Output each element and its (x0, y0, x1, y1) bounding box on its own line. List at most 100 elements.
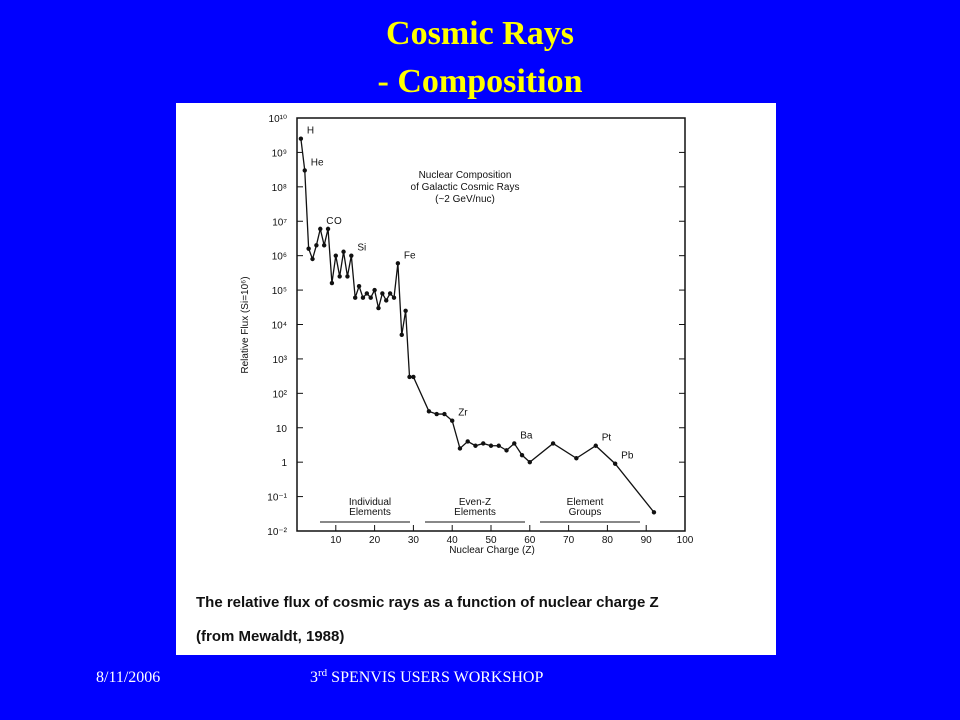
data-point (372, 287, 377, 293)
y-tick-label: 10⁻² (267, 527, 287, 538)
caption: (from Mewaldt, 1988) (196, 628, 344, 645)
region-label: Groups (569, 507, 602, 518)
data-point (473, 443, 478, 448)
data-point (450, 418, 455, 423)
y-tick-label: 10⁻¹ (267, 493, 287, 504)
y-tick-label: 10¹⁰ (269, 114, 287, 125)
x-tick-label: 60 (524, 535, 536, 546)
chart-title: Nuclear Composition (419, 170, 512, 181)
footer-event: 3rd SPENVIS USERS WORKSHOP (310, 667, 543, 686)
data-point (574, 456, 579, 461)
element-label: C (326, 216, 333, 227)
footer-part: SPENVIS USERS WORKSHOP (327, 669, 543, 686)
data-point (360, 295, 366, 300)
x-tick-label: 10 (330, 535, 342, 546)
region-label: Element (567, 497, 604, 508)
y-tick-label: 10⁷ (272, 217, 287, 228)
data-point (384, 298, 389, 303)
data-point (442, 411, 447, 417)
data-point (465, 439, 470, 444)
figure-panel (176, 103, 776, 655)
y-tick-label: 10 (276, 424, 288, 435)
x-tick-label: 20 (369, 535, 381, 546)
chart: Nuclear Composition of Galactic Cosmic R… (240, 114, 694, 556)
x-tick-label: 50 (485, 535, 497, 546)
x-tick-label: 90 (641, 535, 653, 546)
chart-title: (~2 GeV/nuc) (435, 194, 495, 205)
data-point (527, 459, 532, 465)
data-point (321, 243, 327, 248)
element-label: He (311, 157, 324, 168)
data-point (399, 332, 404, 338)
data-point (387, 291, 393, 296)
element-label: H (307, 126, 314, 137)
data-point (481, 441, 486, 446)
data-point (391, 295, 397, 300)
data-point (314, 243, 319, 248)
element-label: Zr (458, 408, 468, 419)
data-point (325, 226, 331, 232)
data-point (550, 441, 556, 446)
footer-part: 3 (310, 669, 318, 686)
data-point (364, 291, 370, 296)
data-point (593, 443, 598, 448)
x-tick-label: 80 (602, 535, 614, 546)
data-point (395, 261, 401, 266)
y-tick-label: 1 (281, 458, 287, 469)
y-tick-label: 10² (273, 389, 288, 400)
region-label: Even-Z (459, 497, 491, 508)
data-point (376, 305, 381, 311)
x-axis-label: Nuclear Charge (Z) (449, 545, 535, 556)
data-point (368, 295, 373, 300)
x-tick-label: 30 (408, 535, 420, 546)
data-point (512, 441, 517, 446)
data-point (407, 374, 412, 380)
data-point (337, 274, 342, 279)
data-point (434, 411, 439, 417)
data-point (318, 226, 323, 232)
slide-title: - Composition (378, 63, 583, 100)
region-label: Individual (349, 497, 391, 508)
data-point (504, 448, 509, 453)
data-point (353, 295, 358, 300)
data-point (612, 461, 618, 466)
element-label: Pt (602, 433, 612, 444)
data-point (651, 510, 657, 515)
data-point (457, 446, 463, 451)
data-point (488, 443, 494, 448)
data-point (349, 253, 354, 258)
y-tick-label: 10⁴ (272, 321, 287, 332)
data-point (302, 168, 307, 173)
x-tick-label: 40 (447, 535, 459, 546)
caption: The relative flux of cosmic rays as a fu… (196, 594, 659, 611)
region-label: Elements (454, 507, 496, 518)
element-label: Fe (404, 250, 416, 261)
element-label: Pb (621, 451, 634, 462)
data-point (306, 246, 311, 251)
x-tick-label: 100 (677, 535, 694, 546)
data-point (356, 283, 362, 289)
y-tick-label: 10⁸ (272, 183, 287, 194)
element-label: Si (357, 243, 366, 254)
footer-part: rd (318, 667, 328, 679)
y-tick-label: 10⁹ (272, 148, 287, 159)
data-point (411, 374, 416, 380)
footer-date: 8/11/2006 (96, 669, 160, 686)
data-point (333, 253, 338, 258)
data-point (496, 443, 501, 448)
x-tick-label: 70 (563, 535, 575, 546)
y-tick-label: 10⁶ (272, 252, 287, 263)
data-point (329, 280, 335, 286)
y-tick-label: 10³ (273, 355, 288, 366)
data-point (298, 136, 304, 141)
data-point (341, 249, 346, 254)
region-label: Elements (349, 507, 391, 518)
chart-title: of Galactic Cosmic Rays (411, 182, 520, 193)
data-point (403, 308, 408, 314)
data-point (345, 274, 350, 279)
data-point (310, 256, 315, 262)
data-point (519, 452, 525, 458)
y-tick-label: 10⁵ (272, 286, 287, 297)
slide-title: Cosmic Rays (386, 15, 574, 52)
